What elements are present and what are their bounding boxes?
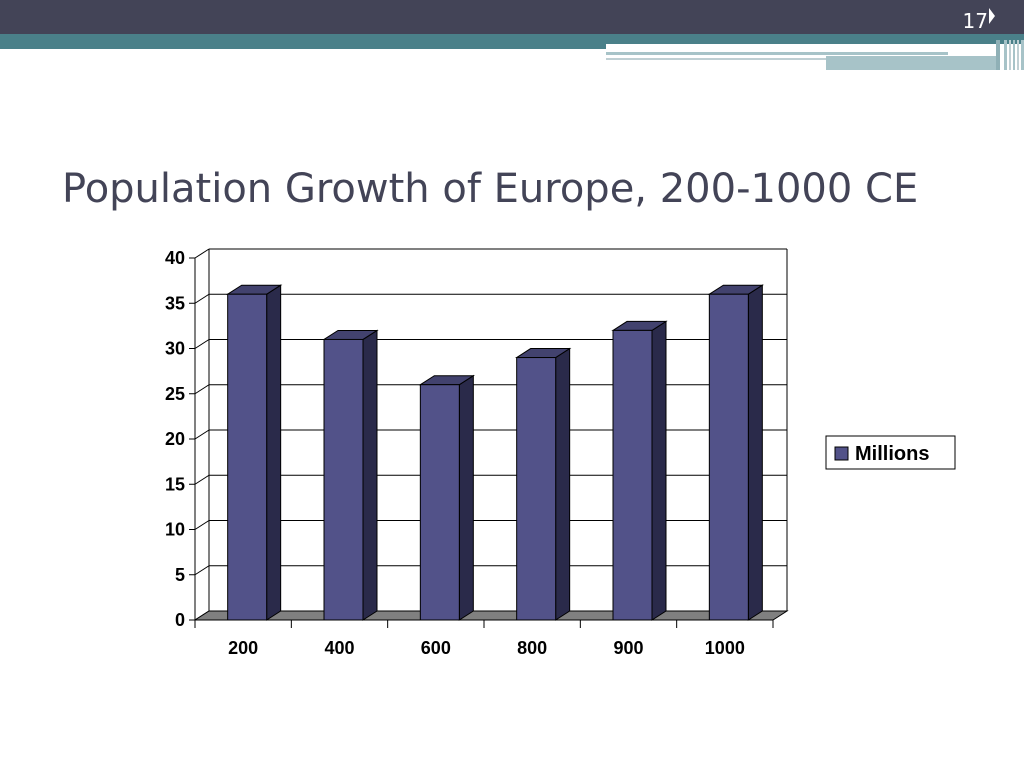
x-tick-label: 400 [324,638,354,658]
bar-side [362,329,378,621]
bar-side [747,284,763,621]
bar-face [419,384,460,621]
x-tick-label: 200 [228,638,258,658]
y-tick-label: 15 [165,474,185,494]
bar [418,374,476,621]
y-tick-label: 30 [165,339,185,359]
y-tick-label: 20 [165,429,185,449]
bar-side [555,347,571,621]
gridline-side [194,520,210,530]
y-tick-label: 35 [165,293,185,313]
bar-face [516,357,557,621]
bar [707,284,765,621]
bar [611,320,668,621]
y-tick-label: 5 [175,565,185,585]
slide-title: Population Growth of Europe, 200-1000 CE [62,166,919,212]
bar-face [708,293,749,621]
gridline-side [194,474,210,485]
y-tick-label: 10 [165,520,185,540]
gridline-side [194,429,210,440]
bar-face [612,329,653,621]
bar-side [651,320,667,621]
bar-side [458,374,474,621]
x-tick-label: 600 [421,638,451,658]
bar-face [323,338,364,621]
chart-gridlines [194,248,788,621]
x-tick-label: 800 [517,638,547,658]
floor-plane [193,610,789,621]
bar-side [266,284,282,621]
chart-floor [193,610,789,621]
bar [225,284,283,621]
slide-number: 17 [962,9,988,33]
gridline-side [194,293,210,304]
chart-axes: 0 5 10 15 20 25 30 35 40 200 400 600 800 900 1000 [165,248,774,658]
gridline-side [194,339,210,349]
chart-legend: Millions [825,435,956,470]
y-tick-label: 0 [175,610,185,630]
bar [322,329,379,621]
x-tick-label: 900 [613,638,643,658]
bar [514,347,572,621]
x-tick-label: 1000 [705,638,745,658]
header-accent-lines [606,8,1024,70]
y-tick-label: 25 [165,384,185,404]
header-band-dark [0,0,1024,34]
gridline-side [194,384,210,395]
gridline-side [194,565,210,576]
gridline-side [194,248,210,259]
bar-face [227,293,268,621]
y-tick-label: 40 [165,248,185,268]
legend-label: Millions [855,443,929,465]
legend-swatch [834,446,849,461]
chart-bars [225,284,765,621]
